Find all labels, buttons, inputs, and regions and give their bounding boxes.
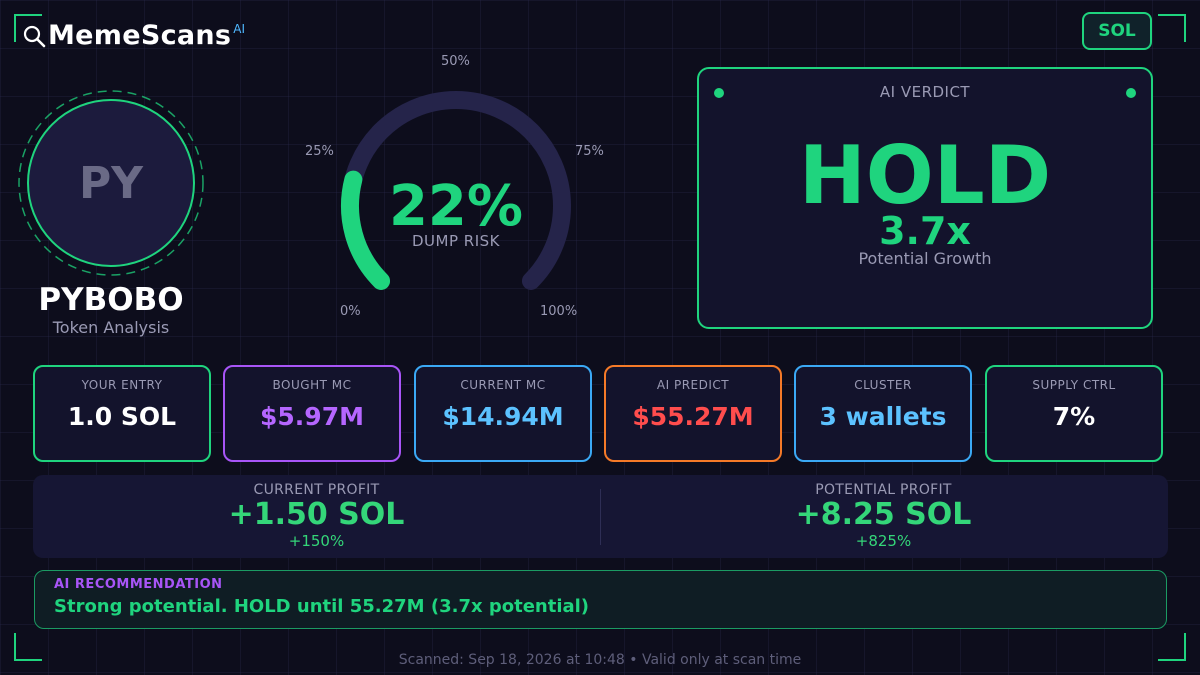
avatar-initials: PY bbox=[78, 157, 144, 209]
metric-label: AI PREDICT bbox=[656, 378, 730, 392]
gauge-label-50: 50% bbox=[441, 54, 470, 69]
metric-ai-predict: AI PREDICT $55.27M bbox=[604, 365, 782, 462]
ai-recommendation: AI RECOMMENDATION Strong potential. HOLD… bbox=[34, 570, 1167, 629]
gauge-label-25: 25% bbox=[305, 144, 334, 159]
profit-panel: CURRENT PROFIT +1.50 SOL +150% POTENTIAL… bbox=[33, 475, 1168, 558]
metric-your-entry: YOUR ENTRY 1.0 SOL bbox=[33, 365, 211, 462]
metric-value: $5.97M bbox=[260, 402, 364, 431]
current-profit-value: +1.50 SOL bbox=[228, 497, 405, 532]
token-name: PYBOBO bbox=[38, 282, 184, 318]
gauge-label-0: 0% bbox=[340, 304, 361, 319]
gauge-label-75: 75% bbox=[575, 144, 604, 159]
avatar-ring-icon bbox=[18, 90, 204, 276]
recommendation-title: AI RECOMMENDATION bbox=[54, 577, 223, 592]
metric-label: BOUGHT MC bbox=[272, 378, 352, 392]
potential-profit-percent: +825% bbox=[855, 532, 912, 550]
brand-logo: MemeScans AI bbox=[22, 20, 245, 51]
profit-divider bbox=[600, 489, 601, 545]
metric-value: 7% bbox=[1052, 402, 1096, 431]
metric-label: YOUR ENTRY bbox=[81, 378, 163, 392]
status-dot-icon bbox=[714, 88, 724, 98]
corner-bracket-bottom-left bbox=[14, 633, 42, 661]
potential-profit: POTENTIAL PROFIT +8.25 SOL +825% bbox=[600, 475, 1167, 558]
metric-value: 3 wallets bbox=[819, 402, 947, 431]
status-dot-icon bbox=[1126, 88, 1136, 98]
current-profit-label: CURRENT PROFIT bbox=[253, 482, 380, 498]
verdict-subtitle: Potential Growth bbox=[858, 249, 992, 268]
scan-footer: Scanned: Sep 18, 2026 at 10:48 • Valid o… bbox=[398, 652, 802, 668]
metric-value: $55.27M bbox=[632, 402, 754, 431]
potential-profit-label: POTENTIAL PROFIT bbox=[815, 482, 952, 498]
metric-label: SUPPLY CTRL bbox=[1032, 378, 1116, 392]
dump-risk-value: 22% bbox=[388, 174, 524, 239]
gauge-fill bbox=[341, 170, 391, 290]
corner-bracket-top-left bbox=[14, 14, 42, 42]
token-avatar: PY bbox=[14, 86, 208, 280]
metric-supply-ctrl: SUPPLY CTRL 7% bbox=[985, 365, 1163, 462]
recommendation-text: Strong potential. HOLD until 55.27M (3.7… bbox=[54, 596, 590, 617]
brand-superscript: AI bbox=[233, 22, 246, 36]
metric-label: CLUSTER bbox=[854, 378, 912, 392]
metric-label: CURRENT MC bbox=[460, 378, 546, 392]
verdict-decision: HOLD bbox=[798, 129, 1052, 222]
potential-profit-value: +8.25 SOL bbox=[795, 497, 972, 532]
magnifier-icon bbox=[23, 25, 46, 48]
verdict-title: AI VERDICT bbox=[879, 83, 971, 101]
metric-current-mc: CURRENT MC $14.94M bbox=[414, 365, 592, 462]
dump-risk-caption: DUMP RISK bbox=[412, 232, 500, 250]
ai-verdict-card: AI VERDICT HOLD 3.7x Potential Growth bbox=[697, 67, 1153, 329]
corner-bracket-bottom-right bbox=[1158, 633, 1186, 661]
metric-bought-mc: BOUGHT MC $5.97M bbox=[223, 365, 401, 462]
gauge-label-100: 100% bbox=[540, 304, 578, 319]
metric-value: 1.0 SOL bbox=[67, 402, 177, 431]
token-subtitle: Token Analysis bbox=[52, 318, 170, 337]
corner-bracket-top-right bbox=[1158, 14, 1186, 42]
dump-risk-gauge: 0% 25% 50% 75% 100% 22% DUMP RISK bbox=[280, 50, 640, 330]
chain-badge[interactable]: SOL bbox=[1082, 12, 1152, 50]
brand-name: MemeScans bbox=[48, 20, 232, 51]
verdict-multiplier: 3.7x bbox=[879, 209, 971, 253]
current-profit: CURRENT PROFIT +1.50 SOL +150% bbox=[33, 475, 600, 558]
current-profit-percent: +150% bbox=[288, 532, 345, 550]
metric-cluster: CLUSTER 3 wallets bbox=[794, 365, 972, 462]
metric-value: $14.94M bbox=[442, 402, 564, 431]
